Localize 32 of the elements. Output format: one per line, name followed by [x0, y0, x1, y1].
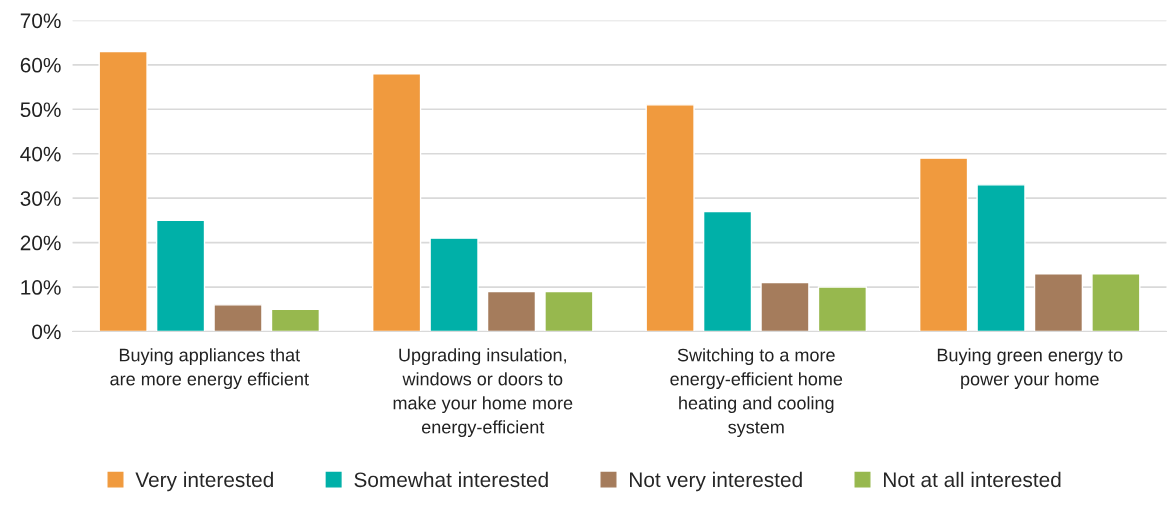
bar	[270, 308, 321, 332]
legend-label: Very interested	[135, 471, 273, 492]
bar	[1033, 273, 1084, 332]
bar	[817, 286, 868, 332]
legend-label: Not very interested	[630, 471, 802, 492]
bar	[918, 157, 969, 332]
legend-label: Somewhat interested	[354, 471, 548, 488]
y-tick-label: 10%	[21, 280, 61, 295]
bar	[155, 219, 206, 332]
y-tick-label: 20%	[20, 235, 61, 251]
bar	[544, 290, 594, 332]
bar	[98, 50, 148, 332]
bar	[760, 281, 810, 332]
bar	[371, 73, 422, 332]
y-tick-label: 50%	[20, 102, 61, 118]
y-tick-label: 0%	[32, 324, 61, 340]
y-tick-label: 70%	[20, 13, 61, 29]
y-tick-label: 30%	[20, 191, 61, 206]
y-tick-label: 40%	[20, 146, 61, 162]
bar	[1091, 273, 1141, 332]
bar	[429, 237, 479, 332]
x-tick-label: Buying appliances that are more energy efficient	[110, 348, 309, 390]
bar	[702, 210, 753, 332]
legend-label: Not at all interested	[884, 471, 1061, 488]
bar	[976, 184, 1026, 332]
bar	[213, 304, 263, 332]
bar	[486, 290, 537, 332]
x-tick-label: Upgrading insulation, windows or doors to make your home more energy-efficient	[393, 348, 573, 438]
x-tick-label: Buying green energy to power your home	[937, 348, 1123, 390]
x-tick-label: Switching to a more energy-efficient home heating and cooling system	[670, 348, 843, 438]
bar	[645, 104, 695, 332]
y-tick-label: 60%	[20, 57, 61, 73]
